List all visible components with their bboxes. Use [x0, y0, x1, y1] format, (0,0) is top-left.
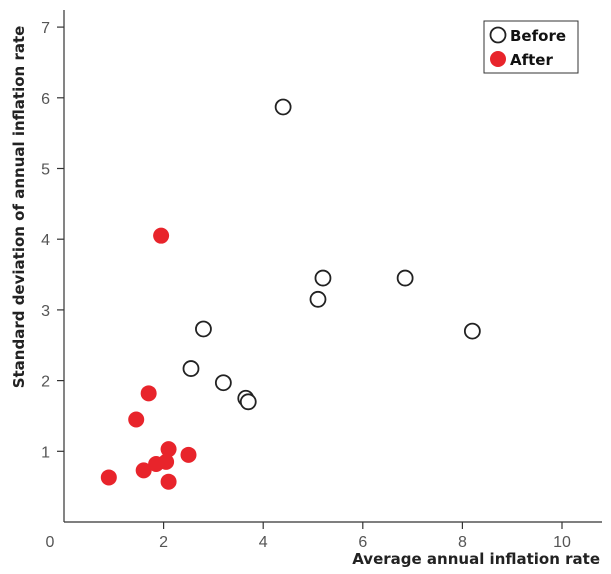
y-tick-label: 1: [41, 444, 50, 461]
point-after: [180, 446, 197, 463]
y-tick-label: 3: [41, 303, 50, 320]
point-before: [182, 360, 200, 377]
y-ticks: 1 2 3 4 5 6 7: [41, 20, 64, 461]
y-tick-label: 2: [41, 374, 50, 391]
y-tick-label: 4: [41, 232, 50, 249]
data-points: [100, 98, 481, 490]
point-before: [309, 290, 327, 308]
y-axis-title: Standard deviation of annual inflation r…: [10, 26, 28, 389]
legend-before-label: Before: [510, 27, 566, 45]
x-axis-title: Average annual inflation rate: [352, 550, 600, 568]
point-before: [195, 320, 212, 338]
point-after: [153, 227, 170, 244]
x-ticks: 0 2 4 6 8 10: [46, 522, 571, 551]
point-after: [160, 441, 177, 458]
x-tick-label: 4: [259, 534, 268, 551]
point-after: [160, 473, 177, 490]
y-tick-label: 6: [41, 91, 50, 108]
y-tick-label: 7: [41, 20, 50, 37]
x-tick-label: 2: [159, 534, 168, 551]
legend: Before After: [483, 20, 579, 74]
point-after: [128, 411, 145, 428]
point-after: [148, 456, 165, 473]
y-tick-label: 5: [41, 162, 50, 179]
point-before: [274, 98, 292, 116]
legend-before-marker: [489, 26, 507, 44]
legend-after-label: After: [510, 51, 553, 69]
point-before: [239, 393, 257, 411]
point-before: [214, 374, 232, 392]
x-tick-label: 10: [553, 534, 571, 551]
point-after: [135, 462, 152, 479]
x-tick-label: 0: [46, 534, 55, 551]
point-before: [314, 269, 332, 287]
legend-after-marker: [490, 51, 506, 67]
point-after: [140, 385, 157, 402]
x-tick-label: 8: [458, 534, 467, 551]
point-after: [100, 469, 117, 486]
x-tick-label: 6: [358, 534, 367, 551]
point-before: [463, 322, 481, 340]
point-before: [396, 269, 414, 287]
